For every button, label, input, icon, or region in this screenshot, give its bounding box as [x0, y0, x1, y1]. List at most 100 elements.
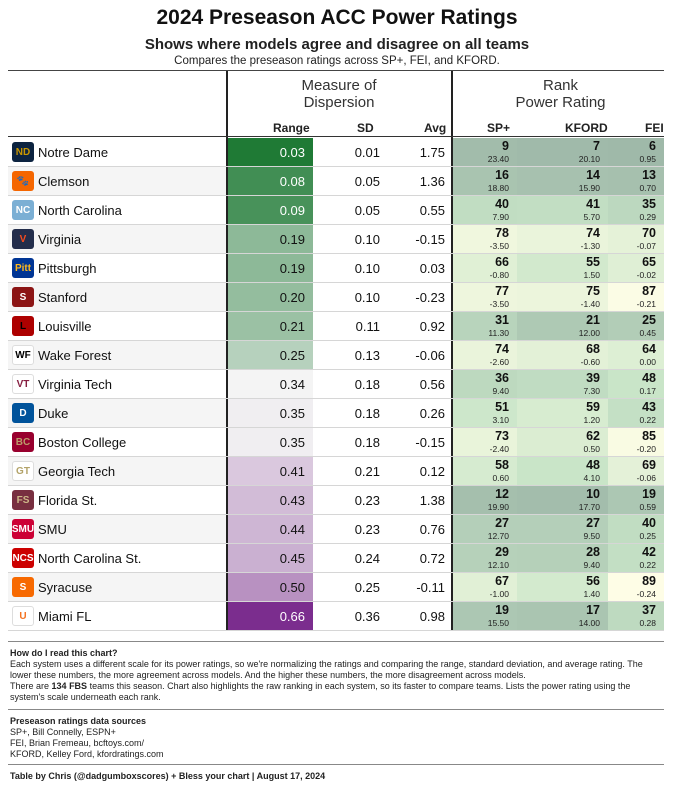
kford-rank-cell: 75 -1.40	[517, 283, 608, 311]
team-logo-icon: NC	[12, 200, 34, 220]
team-cell: BC Boston College	[8, 428, 226, 456]
range-cell: 0.50	[228, 573, 313, 601]
col-header-fei: FEI	[645, 121, 664, 135]
rank-number: 64	[642, 342, 656, 356]
fei-rank-cell: 19 0.59	[608, 486, 664, 514]
sp-rank-cell: 9 23.40	[453, 138, 517, 166]
rank-number: 13	[642, 168, 656, 182]
row-separator	[8, 514, 664, 515]
avg-value: -0.15	[415, 435, 445, 450]
power-rating: 0.59	[639, 502, 656, 512]
power-rating: 7.30	[583, 386, 600, 396]
avg-value: -0.11	[416, 580, 445, 595]
range-cell: 0.43	[228, 486, 313, 514]
power-rating: 9.50	[583, 531, 600, 541]
sd-value: 0.01	[354, 145, 380, 160]
divider-dispersion-rank	[451, 71, 453, 631]
power-rating: 14.00	[578, 618, 600, 628]
fei-rank-cell: 43 0.22	[608, 399, 664, 427]
range-value: 0.34	[279, 377, 305, 392]
kford-rank-cell: 39 7.30	[517, 370, 608, 398]
kford-rank-cell: 41 5.70	[517, 196, 608, 224]
notes-rule	[8, 641, 664, 642]
rank-number: 77	[495, 284, 509, 298]
team-logo-icon: FS	[12, 490, 34, 510]
avg-value: 0.56	[419, 377, 445, 392]
sd-value: 0.23	[354, 522, 380, 537]
range-value: 0.50	[279, 580, 305, 595]
dispersion-group-header: Measure of Dispersion	[228, 77, 450, 111]
avg-value: 0.92	[419, 319, 445, 334]
range-value: 0.35	[279, 435, 305, 450]
rank-header-line2: Power Rating	[515, 94, 606, 111]
fei-rank-cell: 85 -0.20	[608, 428, 664, 456]
power-rating: 12.00	[578, 328, 600, 338]
team-cell: ND Notre Dame	[8, 138, 226, 166]
rank-number: 6	[649, 139, 656, 153]
range-value: 0.21	[279, 319, 305, 334]
rank-number: 67	[495, 574, 509, 588]
fei-rank-cell: 35 0.29	[608, 196, 664, 224]
rank-number: 43	[642, 400, 656, 414]
power-rating: 5.70	[583, 212, 600, 222]
range-cell: 0.35	[228, 428, 313, 456]
team-logo-icon: V	[12, 229, 34, 249]
table-row: WF Wake Forest 0.25 0.13 -0.06 74 -2.60 68 -0.60…	[8, 341, 664, 370]
range-value: 0.08	[279, 174, 305, 189]
row-separator	[8, 427, 664, 428]
sp-rank-cell: 51 3.10	[453, 399, 517, 427]
range-value: 0.19	[279, 232, 305, 247]
power-rating: -0.06	[636, 473, 656, 483]
power-rating: -0.07	[636, 241, 656, 251]
rank-number: 27	[586, 516, 600, 530]
range-value: 0.43	[279, 493, 305, 508]
fei-rank-cell: 69 -0.06	[608, 457, 664, 485]
rank-number: 14	[586, 168, 600, 182]
power-rating: 17.70	[578, 502, 600, 512]
rank-number: 29	[495, 545, 509, 559]
avg-value: 0.98	[419, 609, 445, 624]
team-cell: D Duke	[8, 399, 226, 427]
sd-value: 0.18	[354, 406, 380, 421]
team-name: Clemson	[38, 174, 90, 189]
row-separator	[8, 224, 664, 225]
sd-value: 0.10	[354, 232, 380, 247]
rank-number: 70	[642, 226, 656, 240]
team-name: Virginia	[38, 232, 82, 247]
team-name: Florida St.	[38, 493, 98, 508]
rank-number: 40	[642, 516, 656, 530]
team-name: Georgia Tech	[38, 464, 116, 479]
kford-rank-cell: 10 17.70	[517, 486, 608, 514]
table-row: FS Florida St. 0.43 0.23 1.38 12 19.90 10 17.70 1…	[8, 486, 664, 515]
rank-number: 75	[586, 284, 600, 298]
sd-value: 0.10	[354, 261, 380, 276]
power-rating: 0.95	[639, 154, 656, 164]
team-logo-icon: Pitt	[12, 258, 34, 278]
fei-rank-cell: 70 -0.07	[608, 225, 664, 253]
table-row: S Syracuse 0.50 0.25 -0.11 67 -1.00 56 1.40 89 -0.…	[8, 573, 664, 602]
power-rating: -2.40	[489, 444, 509, 454]
power-rating: 23.40	[487, 154, 509, 164]
power-rating: 1.50	[583, 270, 600, 280]
rank-number: 62	[586, 429, 600, 443]
rank-number: 78	[495, 226, 509, 240]
team-name: Notre Dame	[38, 145, 109, 160]
kford-rank-cell: 68 -0.60	[517, 341, 608, 369]
range-value: 0.03	[279, 145, 305, 160]
range-cell: 0.35	[228, 399, 313, 427]
fei-rank-cell: 13 0.70	[608, 167, 664, 195]
rank-number: 87	[642, 284, 656, 298]
sd-value: 0.23	[354, 493, 380, 508]
sd-value: 0.36	[354, 609, 380, 624]
avg-value: 1.36	[419, 174, 445, 189]
fei-rank-cell: 64 0.00	[608, 341, 664, 369]
power-rating: 1.40	[583, 589, 600, 599]
how-to-read-text: Each system uses a different scale for i…	[10, 659, 643, 680]
team-logo-icon: BC	[12, 432, 34, 452]
sources-rule	[8, 709, 664, 710]
fei-rank-cell: 87 -0.21	[608, 283, 664, 311]
footer: Table by Chris (@dadgumboxscores) + Bles…	[10, 771, 662, 782]
fei-rank-cell: 40 0.25	[608, 515, 664, 543]
power-rating: 0.28	[639, 618, 656, 628]
row-separator	[8, 253, 664, 254]
